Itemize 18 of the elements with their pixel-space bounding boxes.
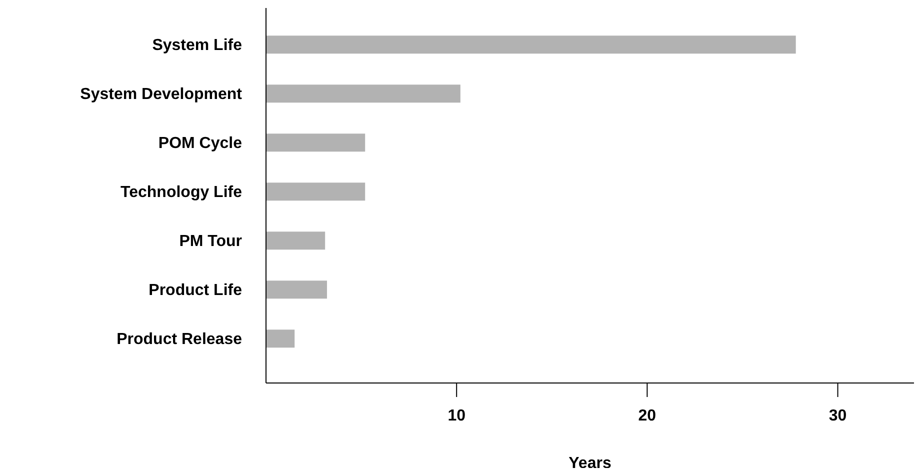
x-tick-label: 20 — [638, 407, 656, 424]
bar — [266, 36, 796, 54]
x-tick-label: 10 — [448, 407, 466, 424]
y-tick-label: Product Release — [116, 331, 242, 348]
bar — [266, 84, 460, 103]
y-tick-label: PM Tour — [179, 233, 242, 250]
bar — [266, 182, 366, 201]
x-axis-title: Years — [568, 455, 612, 472]
y-tick-label: Product Life — [148, 282, 242, 300]
bar — [266, 330, 295, 348]
bar — [266, 134, 366, 152]
bar — [266, 280, 327, 299]
y-tick-label: Technology Life — [120, 184, 242, 202]
x-tick-label: 30 — [828, 407, 847, 424]
bar — [266, 232, 326, 250]
y-tick-label: System Development — [80, 86, 243, 104]
y-tick-label: POM Cycle — [158, 135, 242, 152]
y-tick-label: System Life — [152, 37, 242, 54]
